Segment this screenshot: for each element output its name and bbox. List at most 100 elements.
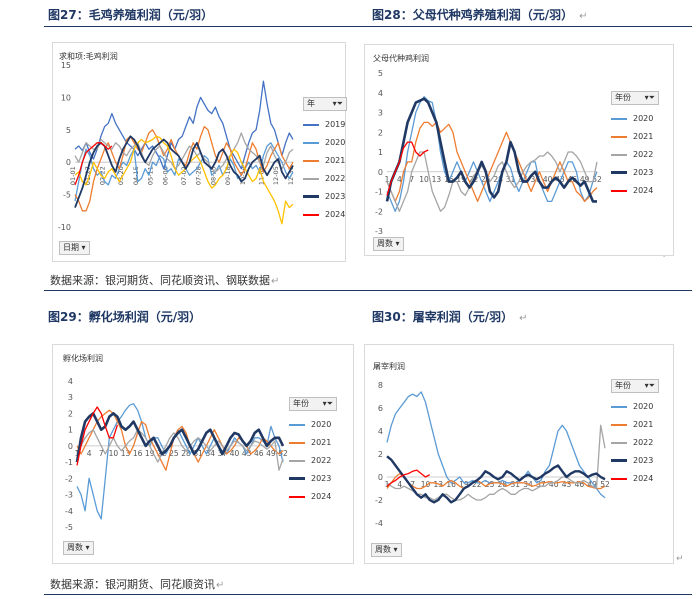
y-tick-label: 4 <box>378 89 383 98</box>
data-source-top: 数据来源：银河期货、同花顺资讯、钢联数据↵ <box>50 274 280 287</box>
x-tick-label: 52 <box>278 449 288 458</box>
x-tick-label: 16 <box>446 480 456 489</box>
legend-swatch <box>303 123 319 126</box>
x-tick-label: 37 <box>536 480 546 489</box>
series-line-2022 <box>74 132 294 173</box>
legend-label: 2022 <box>633 438 654 447</box>
week-axis-button[interactable]: 周数 ▾ <box>63 541 94 555</box>
figure-28-chart: 父母代种鸡利润 5 4 3 2 1 0 -1 -2 -3 1 4 7 10 13 16 19 22 25 28 31 34… <box>364 44 674 256</box>
legend-item-2023: 2023 <box>611 168 659 177</box>
x-tick-label: 04-15 <box>132 166 140 185</box>
legend-item-2024: 2024 <box>289 492 337 501</box>
year-filter-button[interactable]: 年份 ▾⏷ <box>611 379 659 393</box>
x-tick-label: 40 <box>543 175 553 184</box>
x-tick-label: 46 <box>254 449 264 458</box>
x-tick-label: 28 <box>181 449 191 458</box>
x-tick-label: 19 <box>145 449 155 458</box>
x-tick-label: 10-14 <box>239 166 247 185</box>
legend-label: 2024 <box>325 210 346 219</box>
x-tick-label: 34 <box>206 449 216 458</box>
week-axis-button[interactable]: 周数 ▾ <box>371 543 402 557</box>
y-tick-label: 1 <box>378 148 383 157</box>
x-tick-label: 25 <box>481 175 491 184</box>
y-tick-label: 2 <box>68 409 73 418</box>
y-tick-label: -2 <box>65 474 73 483</box>
legend-swatch <box>289 477 305 480</box>
x-tick-label: 1 <box>385 480 390 489</box>
legend-label: 2020 <box>633 114 654 123</box>
x-tick-label: 49 <box>587 480 597 489</box>
legend-swatch <box>611 441 627 444</box>
figure-27-title: 图27：毛鸡养殖利润（元/羽） <box>48 8 214 22</box>
legend-item-2020: 2020 <box>303 138 347 147</box>
legend-item-2020: 2020 <box>289 420 337 429</box>
x-tick-label: 10 <box>419 175 429 184</box>
year-filter-button[interactable]: 年 ▾⏷ <box>303 97 347 111</box>
x-tick-label: 7 <box>410 480 415 489</box>
y-tick-label: -2 <box>375 496 383 505</box>
x-tick-label: 09-18 <box>224 166 232 185</box>
x-tick-label: 06-06 <box>161 166 169 185</box>
x-tick-label: 49 <box>580 175 590 184</box>
y-tick-label: 2 <box>378 128 383 137</box>
y-tick-label: 6 <box>378 404 383 413</box>
legend-item-2023: 2023 <box>303 192 347 201</box>
y-tick-label: 3 <box>68 393 73 402</box>
legend-swatch <box>611 459 627 462</box>
y-tick-label: 15 <box>61 61 71 70</box>
x-tick-label: 10 <box>421 480 431 489</box>
x-tick-label: 01-01 <box>69 166 77 185</box>
y-tick-label: 8 <box>378 381 383 390</box>
figure-28-title: 图28：父母代种鸡养殖利润（元/羽） ↵ <box>372 8 588 22</box>
legend-item-2022: 2022 <box>611 438 659 447</box>
funnel-icon: ▾⏷ <box>644 93 655 102</box>
legend-item-2024: 2024 <box>303 210 347 219</box>
legend-item-2021: 2021 <box>303 156 347 165</box>
x-tick-label: 40 <box>549 480 559 489</box>
funnel-icon: ▾⏷ <box>322 399 333 408</box>
legend-label: 2020 <box>633 402 654 411</box>
series-line-2024 <box>76 406 119 466</box>
legend-item-2022: 2022 <box>289 456 337 465</box>
series-line-2021 <box>386 121 598 203</box>
x-tick-label: 08-23 <box>209 166 217 185</box>
x-tick-label: 31 <box>193 449 203 458</box>
legend-item-2022: 2022 <box>303 174 347 183</box>
legend-item-2020: 2020 <box>611 402 659 411</box>
legend-item-2024: 2024 <box>611 474 659 483</box>
series-line-2024 <box>386 141 429 196</box>
x-tick-label: 4 <box>397 175 402 184</box>
series-line-2023 <box>386 455 606 504</box>
x-tick-label: 31 <box>510 480 520 489</box>
legend-label: 2023 <box>633 456 654 465</box>
x-tick-label: 03-20 <box>117 166 125 185</box>
x-tick-label: 37 <box>530 175 540 184</box>
date-axis-button[interactable]: 日期 ▾ <box>59 241 90 255</box>
x-tick-label: 22 <box>472 480 482 489</box>
x-tick-label: 7 <box>409 175 414 184</box>
y-tick-label: -5 <box>65 523 73 532</box>
legend-label: 2019 <box>325 120 346 129</box>
legend-item-2021: 2021 <box>289 438 337 447</box>
week-axis-button[interactable]: 周数 ▾ <box>373 237 404 251</box>
year-filter-button[interactable]: 年份 ▾⏷ <box>611 91 659 105</box>
x-tick-label: 07-02 <box>180 166 188 185</box>
legend-item-2019: 2019 <box>303 120 347 129</box>
year-filter-button[interactable]: 年份 ▾⏷ <box>289 397 337 411</box>
x-tick-label: 52 <box>600 480 610 489</box>
funnel-icon: ▾⏷ <box>644 381 655 390</box>
legend-swatch <box>611 189 627 192</box>
legend-label: 2023 <box>311 474 332 483</box>
middle-rule <box>44 290 692 291</box>
y-tick-label: 0 <box>68 442 73 451</box>
y-tick-label: -3 <box>375 227 383 236</box>
series-line-2021 <box>76 409 284 471</box>
y-tick-label: -10 <box>58 223 71 232</box>
legend-label: 2022 <box>311 456 332 465</box>
y-tick-label: 4 <box>68 377 73 386</box>
series-line-2021 <box>386 472 606 490</box>
x-tick-label: 1 <box>385 175 390 184</box>
series-line-2022 <box>76 429 284 471</box>
